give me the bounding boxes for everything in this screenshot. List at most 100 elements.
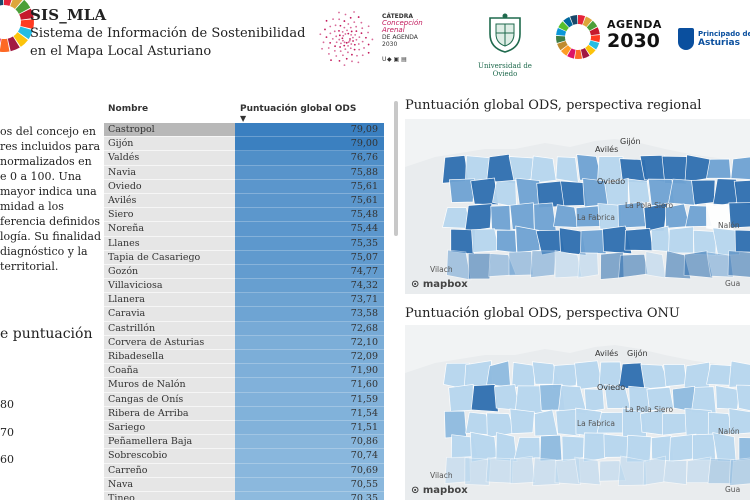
municipality-shape[interactable] (715, 385, 741, 410)
column-header-score[interactable]: Puntuación global ODS (240, 104, 357, 114)
column-header-name[interactable]: Nombre (108, 104, 149, 114)
municipality-shape[interactable] (663, 364, 688, 387)
municipality-shape[interactable] (728, 202, 750, 229)
municipality-shape[interactable] (496, 229, 517, 254)
table-row[interactable]: Peñamellera Baja 70,86 (104, 435, 394, 450)
table-row[interactable]: Avilés 75,61 (104, 193, 394, 209)
municipality-shape[interactable] (672, 385, 696, 413)
municipality-shape[interactable] (691, 179, 716, 206)
municipality-shape[interactable] (580, 229, 607, 255)
municipality-shape[interactable] (561, 435, 585, 462)
municipality-shape[interactable] (555, 408, 580, 437)
table-row[interactable]: Gozón 74,77 (104, 264, 394, 280)
table-row[interactable]: Carreño 70,69 (104, 463, 394, 478)
municipality-shape[interactable] (617, 455, 647, 486)
table-row[interactable]: Noreña 75,44 (104, 222, 394, 237)
table-scrollbar[interactable] (394, 101, 398, 236)
municipality-shape[interactable] (668, 178, 698, 206)
municipality-shape[interactable] (627, 178, 651, 206)
municipality-shape[interactable] (446, 249, 472, 281)
table-row[interactable]: Gijón 79,00 (104, 137, 394, 152)
municipality-shape[interactable] (514, 385, 544, 415)
map-onu[interactable]: Avilés Gijón Oviedo La Pola Siero La Fab… (405, 325, 750, 500)
table-row[interactable]: Castrillón 72,68 (104, 321, 394, 336)
municipality-shape[interactable] (515, 177, 541, 206)
table-row[interactable]: Llanes 75,35 (104, 236, 394, 251)
table-row[interactable]: Muros de Nalón 71,60 (104, 378, 394, 393)
municipality-shape[interactable] (492, 179, 517, 208)
table-row[interactable]: Sariego 71,51 (104, 420, 394, 436)
municipality-shape[interactable] (640, 363, 671, 390)
municipality-shape[interactable] (692, 433, 716, 461)
municipality-shape[interactable] (464, 457, 492, 486)
municipality-shape[interactable] (448, 383, 474, 412)
municipality-shape[interactable] (662, 459, 688, 485)
municipality-shape[interactable] (683, 250, 714, 279)
municipality-shape[interactable] (532, 457, 560, 486)
municipality-shape[interactable] (511, 361, 536, 388)
municipality-shape[interactable] (490, 205, 512, 231)
table-row[interactable]: Caravia 73,58 (104, 307, 394, 322)
municipality-shape[interactable] (470, 431, 498, 463)
municipality-shape[interactable] (668, 433, 697, 463)
municipality-shape[interactable] (624, 228, 654, 251)
municipality-shape[interactable] (734, 229, 750, 253)
municipality-shape[interactable] (495, 432, 518, 462)
municipality-shape[interactable] (618, 253, 649, 279)
municipality-shape[interactable] (539, 434, 563, 462)
table-row[interactable]: Siero 75,48 (104, 208, 394, 223)
table-row[interactable]: Corvera de Asturias 72,10 (104, 335, 394, 350)
table-row[interactable]: Navia 75,88 (104, 165, 394, 180)
table-row[interactable]: Ribadesella 72,09 (104, 350, 394, 365)
table-row[interactable]: Ribera de Arriba 71,54 (104, 406, 394, 421)
municipality-shape[interactable] (533, 202, 557, 232)
municipality-shape[interactable] (684, 408, 712, 438)
municipality-shape[interactable] (515, 225, 541, 254)
municipality-shape[interactable] (448, 178, 476, 203)
municipality-shape[interactable] (706, 251, 734, 278)
municipality-shape[interactable] (555, 156, 579, 183)
municipality-shape[interactable] (738, 437, 750, 461)
municipality-shape[interactable] (683, 361, 711, 390)
municipality-shape[interactable] (662, 413, 688, 436)
municipality-shape[interactable] (508, 251, 534, 277)
municipality-shape[interactable] (735, 384, 750, 412)
municipality-shape[interactable] (554, 458, 582, 485)
map-onu-svg[interactable] (405, 325, 750, 500)
mapbox-logo[interactable]: ⊙ mapbox (411, 279, 468, 290)
municipality-shape[interactable] (728, 408, 750, 435)
table-row[interactable]: Oviedo 75,61 (104, 179, 394, 194)
municipality-shape[interactable] (574, 456, 601, 486)
mapbox-logo-2[interactable]: ⊙ mapbox (411, 485, 468, 496)
municipality-shape[interactable] (730, 156, 750, 180)
table-row[interactable]: Villaviciosa 74,32 (104, 279, 394, 294)
municipality-shape[interactable] (553, 204, 579, 228)
municipality-shape[interactable] (530, 155, 557, 184)
municipality-shape[interactable] (727, 250, 750, 278)
municipality-shape[interactable] (583, 432, 607, 463)
municipality-shape[interactable] (470, 384, 499, 413)
table-row[interactable]: Coaña 71,90 (104, 364, 394, 379)
municipality-shape[interactable] (650, 225, 672, 253)
municipality-shape[interactable] (642, 455, 666, 486)
municipality-shape[interactable] (485, 457, 514, 484)
municipality-shape[interactable] (706, 158, 732, 179)
municipality-shape[interactable] (602, 225, 633, 255)
map-regional-svg[interactable] (405, 119, 750, 294)
table-row[interactable]: Llanera 73,71 (104, 293, 394, 308)
municipality-shape[interactable] (668, 226, 695, 254)
municipality-shape[interactable] (509, 455, 536, 485)
table-row[interactable]: Castropol 79,09 (104, 123, 394, 138)
municipality-shape[interactable] (509, 408, 535, 434)
table-row[interactable]: Nava 70,55 (104, 477, 394, 492)
municipality-shape[interactable] (647, 178, 675, 206)
municipality-shape[interactable] (728, 360, 750, 388)
municipality-shape[interactable] (530, 250, 557, 278)
table-row[interactable]: Sobrescobio 70,74 (104, 449, 394, 464)
municipality-shape[interactable] (552, 363, 579, 389)
municipality-shape[interactable] (728, 457, 750, 487)
municipality-shape[interactable] (470, 177, 499, 206)
municipality-shape[interactable] (584, 388, 605, 413)
municipality-shape[interactable] (577, 252, 599, 279)
municipality-shape[interactable] (645, 251, 667, 279)
